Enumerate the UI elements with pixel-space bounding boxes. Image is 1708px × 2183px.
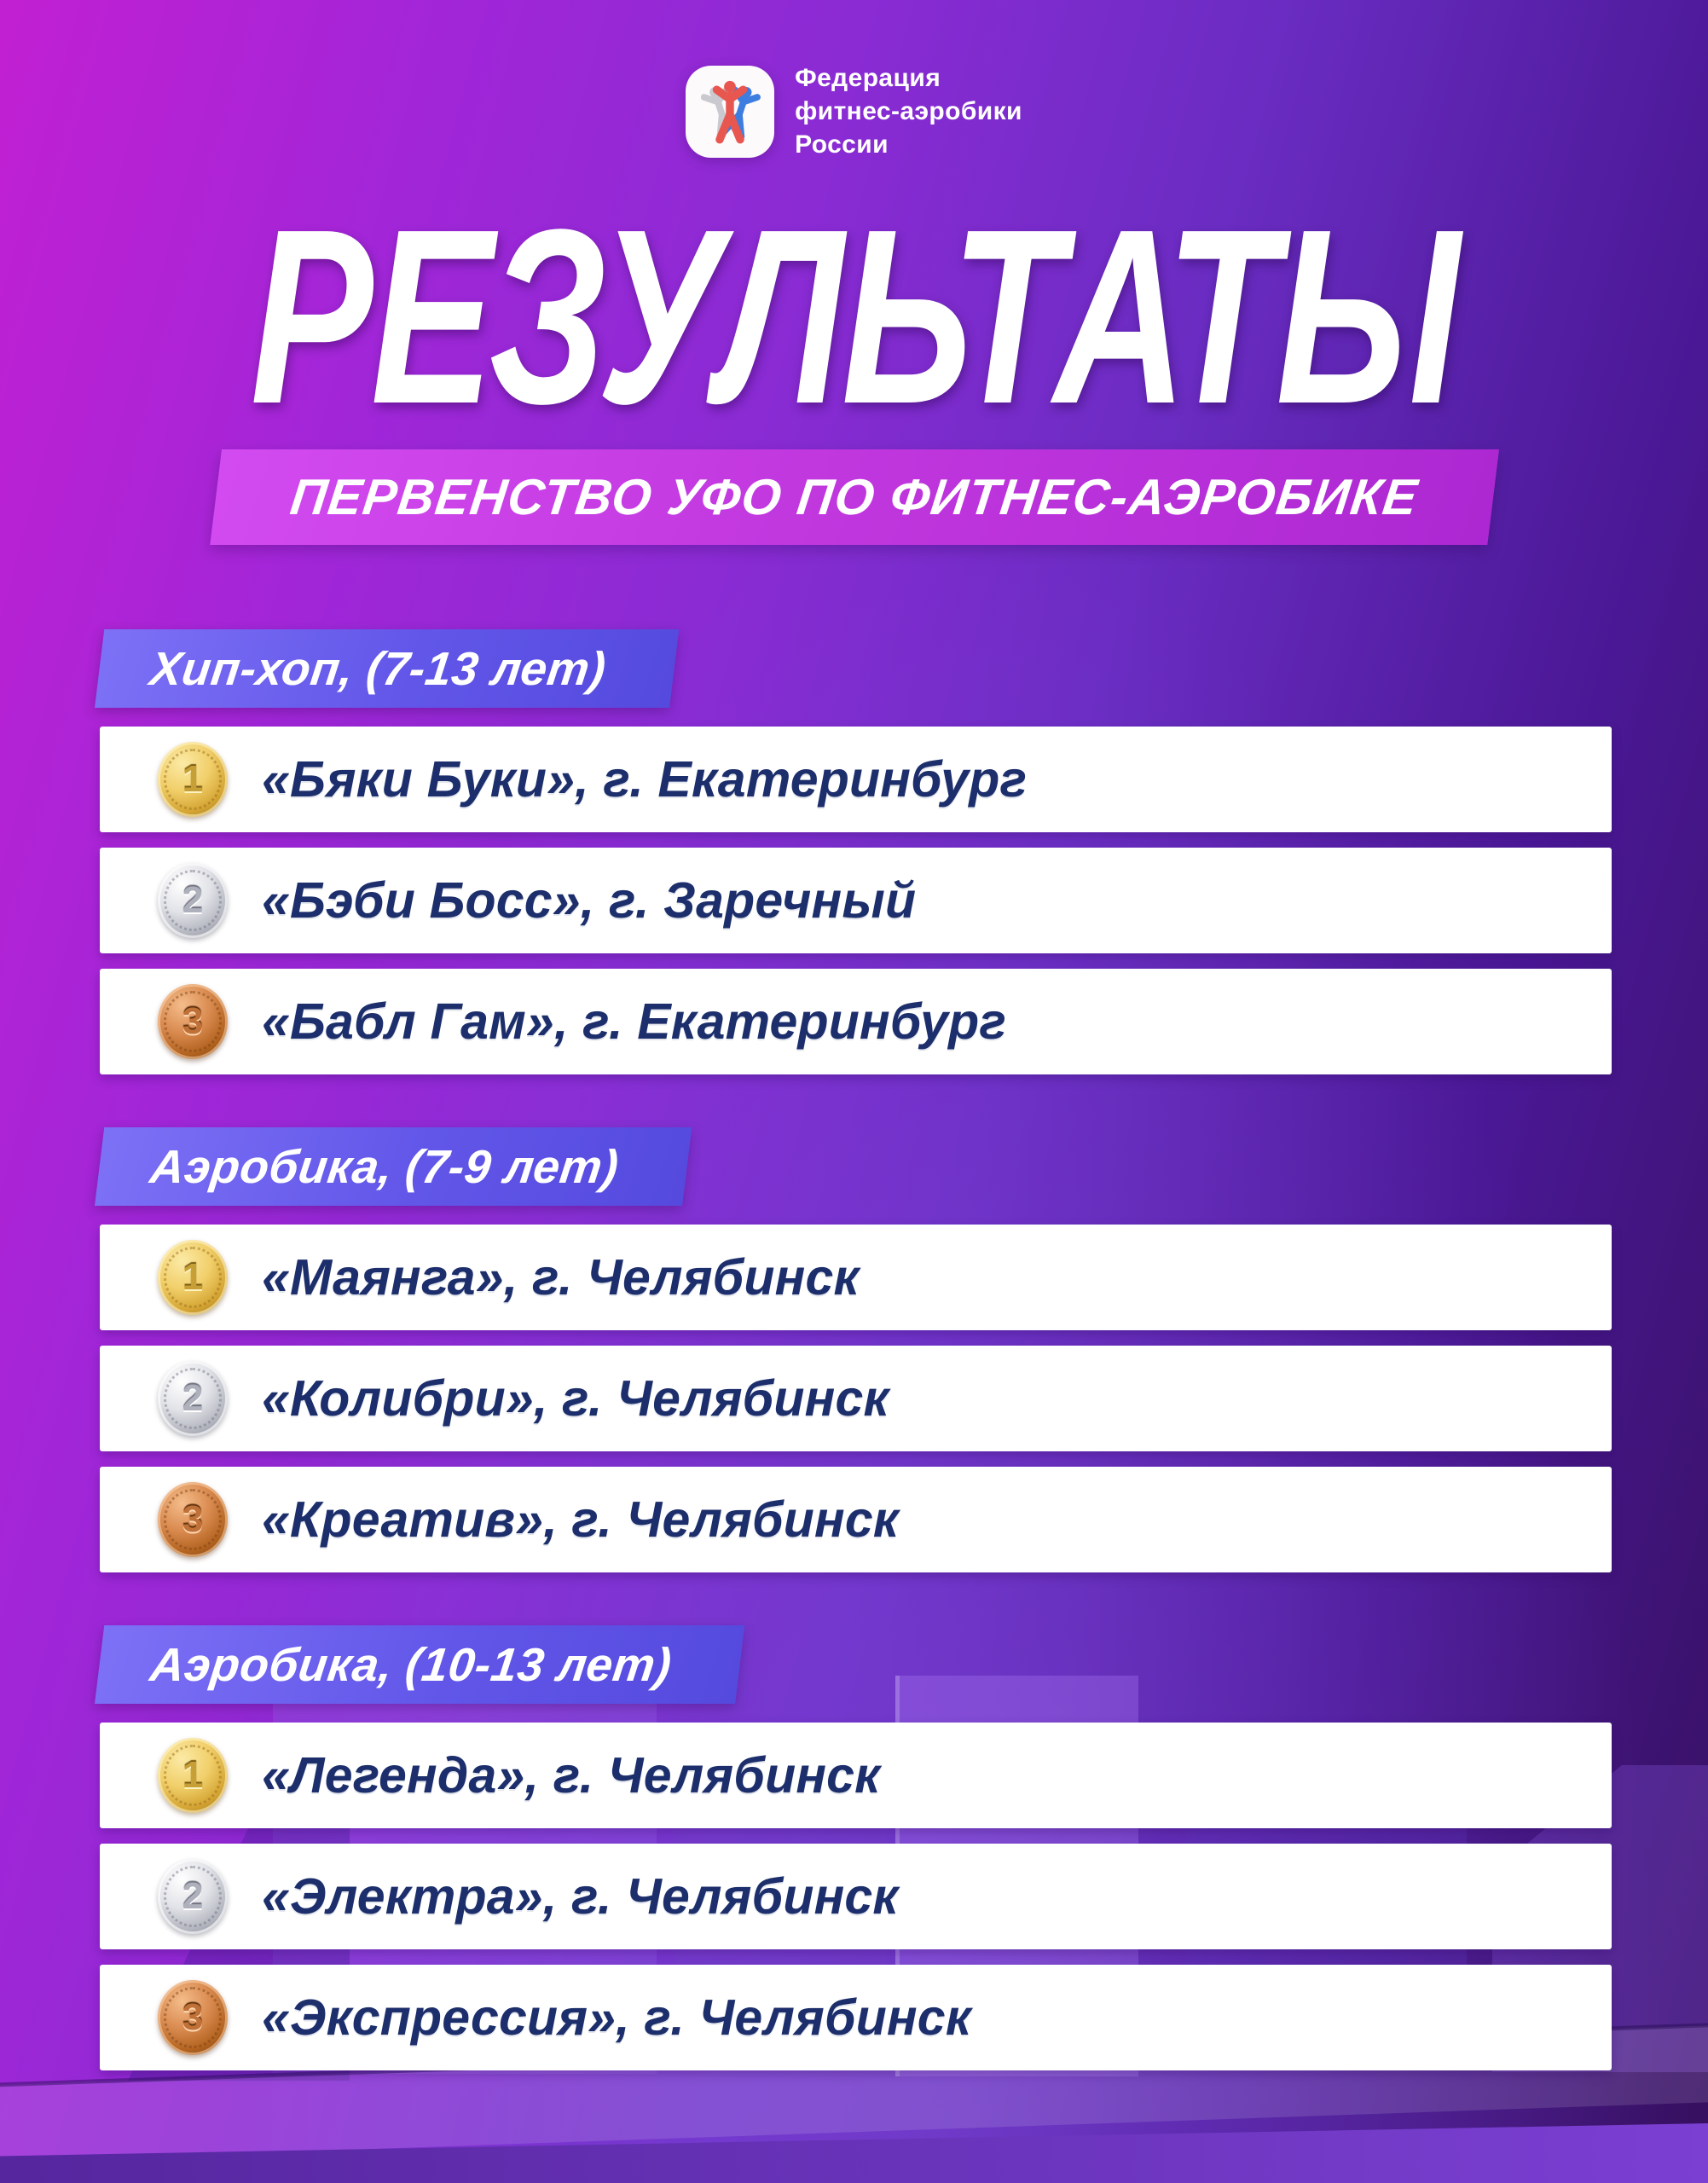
- ground-band: [0, 2123, 1708, 2183]
- medal-place-number: 2: [164, 870, 222, 931]
- result-row: 1 «Маянга», г. Челябинск: [100, 1225, 1612, 1330]
- result-row: 1 «Легенда», г. Челябинск: [100, 1723, 1612, 1828]
- category-results: 1 «Маянга», г. Челябинск 2 «Колибри», г.…: [100, 1225, 1612, 1572]
- team-name: «Легенда», г. Челябинск: [262, 1747, 881, 1804]
- team-name: «Электра», г. Челябинск: [262, 1868, 899, 1925]
- medal-place-number: 1: [164, 1745, 222, 1806]
- page-title: РЕЗУЛЬТАТЫ: [250, 177, 1461, 455]
- silver-medal-icon: 2: [158, 863, 228, 938]
- team-name: «Экспрессия», г. Челябинск: [262, 1989, 971, 2046]
- category-title: Аэробика, (10-13 лет): [147, 1638, 675, 1691]
- category-results: 1 «Бяки Буки», г. Екатеринбург 2 «Бэби Б…: [100, 727, 1612, 1074]
- category-banner: Аэробика, (7-9 лет): [95, 1127, 692, 1206]
- team-name: «Креатив», г. Челябинск: [262, 1491, 899, 1548]
- federation-name-line2: фитнес-аэробики: [795, 97, 1022, 125]
- result-row: 3 «Креатив», г. Челябинск: [100, 1467, 1612, 1572]
- gold-medal-icon: 1: [158, 1240, 228, 1315]
- team-name: «Бяки Буки», г. Екатеринбург: [262, 751, 1028, 808]
- team-name: «Колибри», г. Челябинск: [262, 1370, 889, 1427]
- medal-place-number: 3: [164, 1987, 222, 2048]
- gold-medal-icon: 1: [158, 742, 228, 817]
- category-section: Аэробика, (7-9 лет) 1 «Маянга», г. Челяб…: [95, 1127, 1612, 1572]
- federation-header: Федерация фитнес-аэробики России: [0, 61, 1708, 161]
- category-section: Аэробика, (10-13 лет) 1 «Легенда», г. Че…: [95, 1625, 1612, 2070]
- medal-place-number: 3: [164, 1489, 222, 1550]
- medal-place-number: 1: [164, 1247, 222, 1308]
- team-name: «Маянга», г. Челябинск: [262, 1249, 860, 1306]
- medal-place-number: 1: [164, 749, 222, 810]
- bronze-medal-icon: 3: [158, 984, 228, 1059]
- medal-place-number: 2: [164, 1866, 222, 1927]
- bronze-medal-icon: 3: [158, 1482, 228, 1557]
- result-row: 1 «Бяки Буки», г. Екатеринбург: [100, 727, 1612, 832]
- team-name: «Бэби Босс», г. Заречный: [262, 872, 917, 929]
- team-name: «Бабл Гам», г. Екатеринбург: [262, 993, 1007, 1050]
- category-results: 1 «Легенда», г. Челябинск 2 «Электра», г…: [100, 1723, 1612, 2070]
- result-row: 3 «Бабл Гам», г. Екатеринбург: [100, 969, 1612, 1074]
- result-row: 3 «Экспрессия», г. Челябинск: [100, 1965, 1612, 2070]
- bronze-medal-icon: 3: [158, 1980, 228, 2055]
- result-row: 2 «Колибри», г. Челябинск: [100, 1346, 1612, 1451]
- federation-name-line1: Федерация: [795, 64, 941, 92]
- category-banner: Аэробика, (10-13 лет): [95, 1625, 744, 1704]
- medal-place-number: 3: [164, 991, 222, 1052]
- silver-medal-icon: 2: [158, 1859, 228, 1934]
- silver-medal-icon: 2: [158, 1361, 228, 1436]
- medal-place-number: 2: [164, 1368, 222, 1429]
- category-section: Хип-хоп, (7-13 лет) 1 «Бяки Буки», г. Ек…: [95, 629, 1612, 1074]
- subtitle-text: ПЕРВЕНСТВО УФО ПО ФИТНЕС-АЭРОБИКЕ: [287, 469, 1421, 525]
- result-row: 2 «Электра», г. Челябинск: [100, 1844, 1612, 1949]
- sections-container: Хип-хоп, (7-13 лет) 1 «Бяки Буки», г. Ек…: [95, 629, 1612, 2123]
- federation-name-line3: России: [795, 130, 889, 159]
- category-title: Хип-хоп, (7-13 лет): [147, 642, 610, 695]
- subtitle-banner: ПЕРВЕНСТВО УФО ПО ФИТНЕС-АЭРОБИКЕ: [209, 449, 1499, 545]
- result-row: 2 «Бэби Босс», г. Заречный: [100, 848, 1612, 953]
- category-banner: Хип-хоп, (7-13 лет): [95, 629, 679, 708]
- category-title: Аэробика, (7-9 лет): [147, 1140, 622, 1193]
- gold-medal-icon: 1: [158, 1738, 228, 1813]
- federation-logo-icon: [686, 65, 775, 158]
- federation-name: Федерация фитнес-аэробики России: [795, 61, 1022, 161]
